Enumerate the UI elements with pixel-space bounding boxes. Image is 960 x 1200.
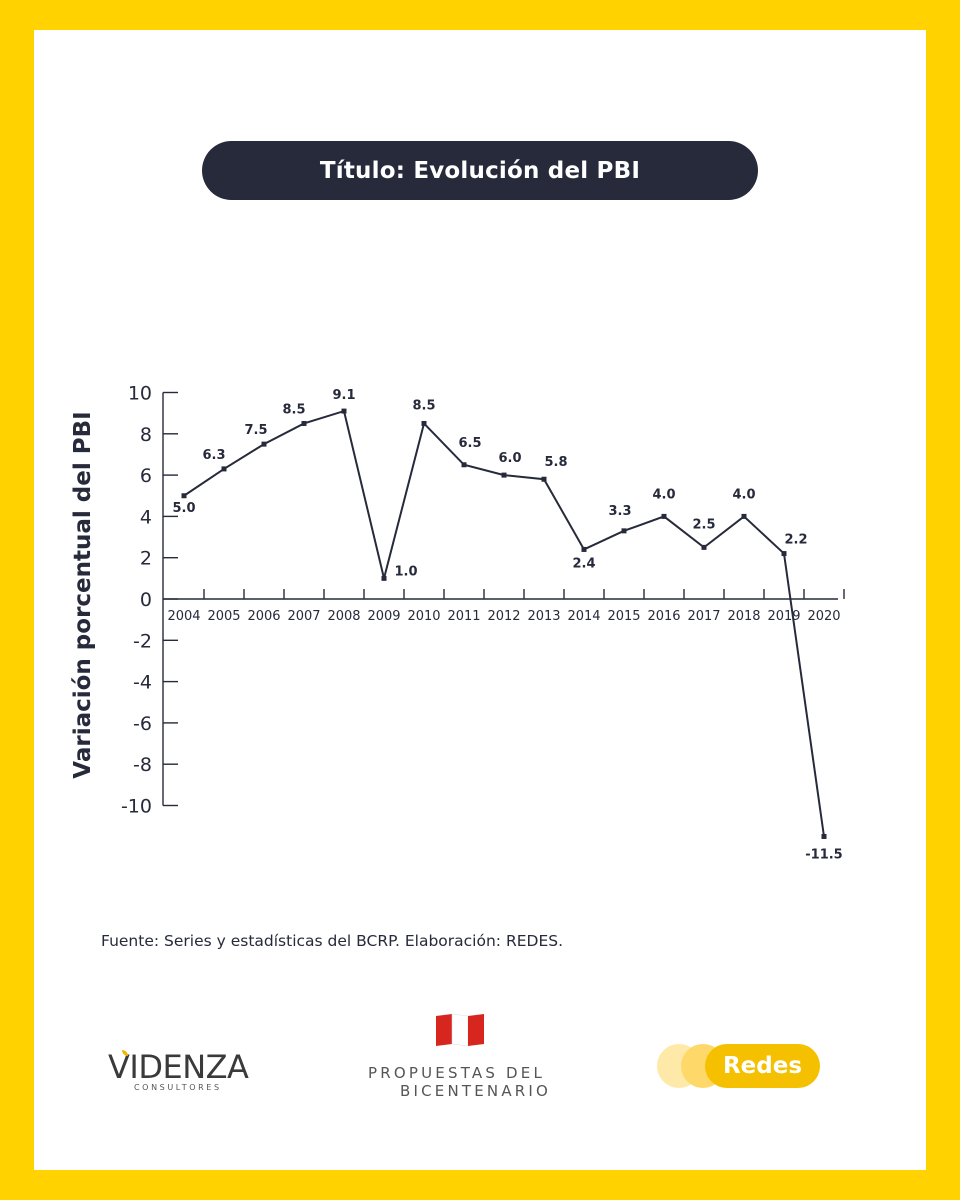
y-tick-labels: 10 8 6 4 2 0 -2 -4 -6 -8 -10 [121, 383, 152, 818]
videnza-logo-sub: CONSULTORES [134, 1083, 222, 1092]
x-tick-label: 2007 [287, 609, 320, 624]
x-tick-label: 2009 [367, 609, 400, 624]
data-label: 4.0 [652, 487, 675, 502]
data-point [701, 544, 707, 550]
y-tick-label: 4 [140, 506, 152, 528]
x-tick-label: 2020 [807, 609, 840, 624]
data-point [821, 833, 827, 839]
y-tick-label: 2 [140, 548, 152, 570]
y-tick-label: -8 [133, 754, 152, 776]
data-point [541, 476, 547, 482]
data-point [741, 513, 747, 519]
x-tick-label: 2010 [407, 609, 440, 624]
bicentenario-line1: PROPUESTAS DEL [368, 1064, 546, 1082]
data-label: 2.4 [572, 556, 595, 571]
x-tick-label: 2017 [687, 609, 720, 624]
data-label: 9.1 [332, 388, 355, 403]
y-tick-label: -6 [133, 713, 152, 735]
y-tick-label: 0 [140, 589, 152, 611]
peru-flag-icon [436, 1013, 484, 1047]
bicentenario-logo: PROPUESTAS DEL BICENTENARIO [368, 1010, 568, 1100]
data-point [181, 493, 187, 499]
data-label: -11.5 [805, 847, 842, 862]
videnza-logo-name: VIDENZA [108, 1048, 249, 1086]
data-label: 1.0 [394, 564, 417, 579]
y-tick-label: -4 [133, 672, 152, 694]
data-label: 3.3 [608, 504, 631, 519]
data-point [341, 408, 347, 414]
chart-title: Título: Evolución del PBI [202, 141, 758, 200]
data-point [621, 528, 627, 534]
data-label: 6.5 [458, 436, 481, 451]
x-tick-label: 2011 [447, 609, 480, 624]
data-label: 2.5 [692, 517, 715, 532]
data-label: 4.0 [732, 487, 755, 502]
x-tick-label: 2013 [527, 609, 560, 624]
x-tick-label: 2012 [487, 609, 520, 624]
source-note: Fuente: Series y estadísticas del BCRP. … [101, 932, 564, 950]
data-points [181, 408, 827, 839]
data-label: 6.3 [202, 448, 225, 463]
x-tick-label: 2015 [607, 609, 640, 624]
data-label: 7.5 [244, 423, 267, 438]
x-tick-label: 2016 [647, 609, 680, 624]
data-point [461, 462, 467, 468]
data-point [221, 466, 227, 472]
y-tick-label: -10 [121, 796, 152, 818]
x-tick-label: 2004 [167, 609, 200, 624]
data-label: 5.0 [172, 501, 195, 516]
card-background [34, 30, 926, 1170]
bicentenario-line2: BICENTENARIO [400, 1082, 552, 1100]
data-label: 2.2 [784, 533, 807, 548]
data-point [301, 420, 307, 426]
data-label: 6.0 [498, 451, 521, 466]
x-tick-label: 2018 [727, 609, 760, 624]
data-label: 8.5 [282, 402, 305, 417]
data-label: 5.8 [544, 455, 567, 470]
y-tick-label: 10 [128, 383, 152, 405]
data-point [781, 551, 787, 557]
data-point [421, 420, 427, 426]
data-labels: 5.0 6.3 7.5 8.5 9.1 1.0 8.5 6.5 6.0 5.8 2.4 3.3 4.0 2… [172, 388, 842, 862]
x-tick-label: 2006 [247, 609, 280, 624]
y-tick-label: -2 [133, 630, 152, 652]
x-tick-label: 2014 [567, 609, 600, 624]
data-point [501, 472, 507, 478]
leaf-icon [122, 1050, 128, 1056]
y-tick-label: 8 [140, 424, 152, 446]
redes-logo-label: Redes [705, 1044, 820, 1088]
y-axis-label: Variación porcentual del PBI [70, 411, 96, 778]
data-point [581, 546, 587, 552]
redes-logo: Redes [657, 1042, 827, 1090]
x-tick-label: 2019 [767, 609, 800, 624]
x-tick-label: 2008 [327, 609, 360, 624]
y-tick-label: 6 [140, 465, 152, 487]
axes [162, 391, 845, 807]
data-label: 8.5 [412, 398, 435, 413]
data-point [661, 513, 667, 519]
videnza-logo: VIDENZA CONSULTORES [108, 1048, 268, 1096]
data-point [381, 575, 387, 581]
x-tick-label: 2005 [207, 609, 240, 624]
x-tick-labels: 2004 2005 2006 2007 2008 2009 2010 2011 2012 2013… [167, 609, 840, 624]
data-point [261, 441, 267, 447]
